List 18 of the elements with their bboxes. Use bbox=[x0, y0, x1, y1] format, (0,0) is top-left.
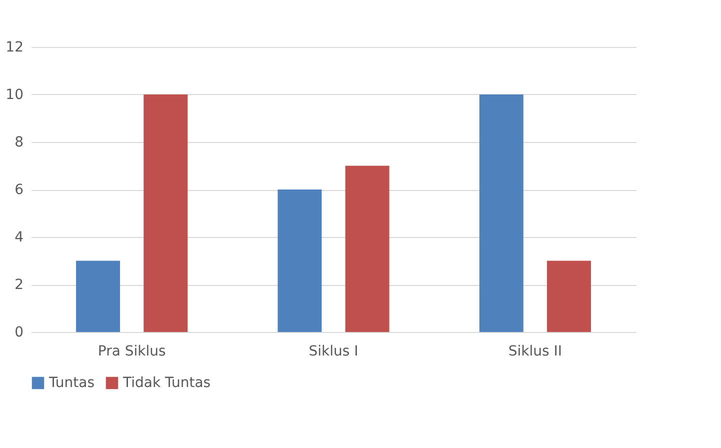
bar bbox=[76, 260, 120, 332]
y-tick-label: 8 bbox=[14, 134, 24, 150]
bar bbox=[345, 166, 390, 332]
legend-label: Tuntas bbox=[48, 375, 95, 391]
y-tick-label: 0 bbox=[14, 324, 24, 340]
bar bbox=[546, 260, 591, 332]
y-tick-label: 6 bbox=[14, 182, 24, 198]
bar bbox=[278, 190, 322, 332]
bar bbox=[144, 94, 188, 332]
bar bbox=[479, 94, 524, 332]
x-tick-label: Pra Siklus bbox=[98, 344, 166, 360]
x-tick-label: Siklus II bbox=[508, 344, 562, 360]
y-tick-label: 2 bbox=[14, 277, 24, 293]
y-tick-label: 12 bbox=[6, 40, 24, 56]
x-tick-label: Siklus I bbox=[308, 344, 358, 360]
y-tick-label: 4 bbox=[14, 230, 24, 246]
legend-label: Tidak Tuntas bbox=[122, 375, 211, 391]
y-tick-label: 10 bbox=[6, 87, 24, 103]
